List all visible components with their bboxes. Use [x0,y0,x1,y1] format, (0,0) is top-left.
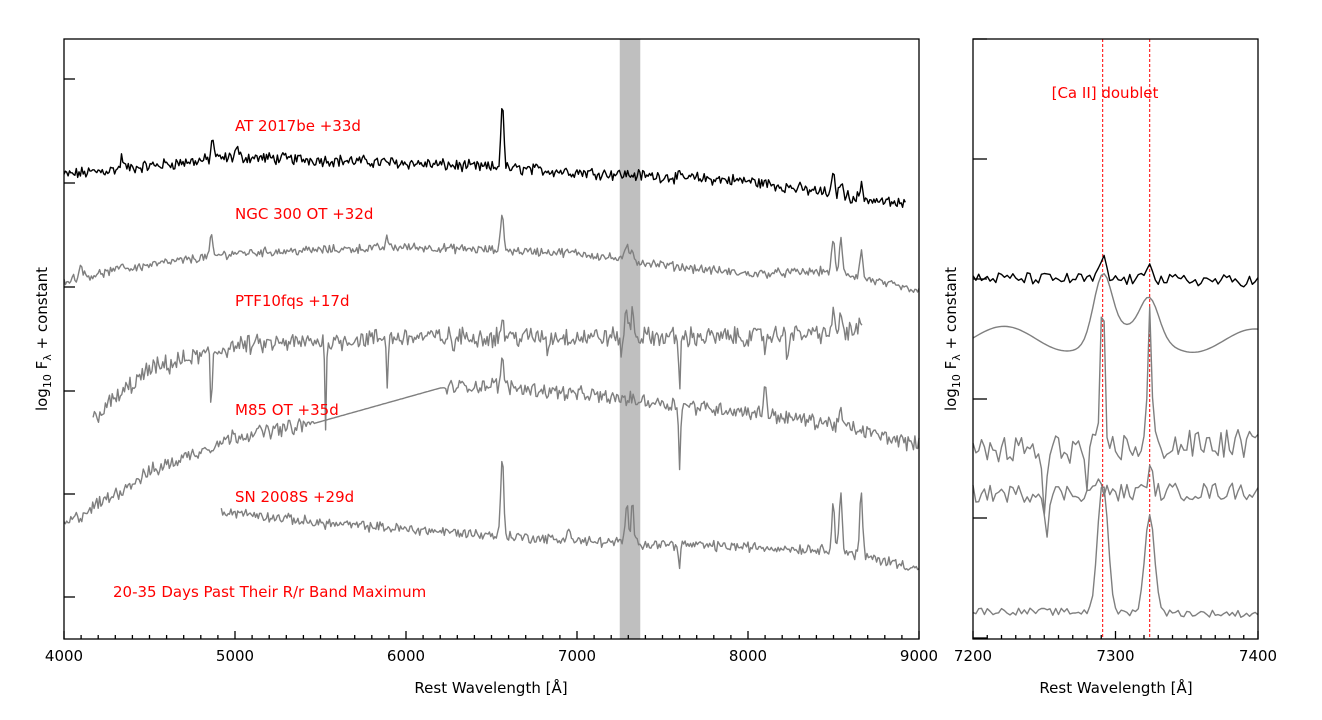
left-series-label-2: PTF10fqs +17d [235,292,350,310]
right-series-3 [972,464,1259,538]
right-axes-frame [972,38,1259,640]
left-y-axis-label: log10 Fλ + constant [33,267,54,411]
left-series-1 [63,214,920,293]
left-series-label-3: M85 OT +35d [235,401,339,419]
left-x-tick-label-1: 5000 [216,647,254,665]
right-x-tick-label-2: 7400 [1239,647,1277,665]
left-series-3 [63,357,920,525]
shaded-ca-ii-band [619,39,641,639]
left-series-label-0: AT 2017be +33d [235,117,361,135]
left-x-tick-label-3: 7000 [558,647,596,665]
left-x-ticks: 4000 5000 6000 7000 8000 9000 [45,631,938,665]
left-series-group [63,108,920,571]
left-series-2 [92,306,863,431]
right-vertical-lines [1102,39,1151,639]
right-x-axis-label: Rest Wavelength [Å] [1039,678,1192,697]
right-series-1 [972,273,1259,353]
left-spectra-panel: 4000 5000 6000 7000 8000 9000 AT 2017be +33d N… [33,38,938,697]
right-series-group [972,254,1259,618]
left-series-label-4: SN 2008S +29d [235,488,354,506]
left-series-4 [220,460,920,571]
right-series-0 [972,254,1259,288]
left-x-tick-label-4: 8000 [729,647,767,665]
left-y-ticks [64,78,75,598]
right-x-ticks: 7200 7300 7400 [954,631,1277,665]
right-x-tick-label-1: 7300 [1096,647,1134,665]
right-y-axis-label: log10 Fλ + constant [942,267,963,411]
right-doublet-panel: 7200 7300 7400 [Ca II] doublet Rest Wavele… [942,38,1277,697]
left-series-label-1: NGC 300 OT +32d [235,205,373,223]
right-y-ticks [973,38,987,639]
left-x-axis-label: Rest Wavelength [Å] [414,678,567,697]
left-x-tick-label-2: 6000 [387,647,425,665]
left-series-labels: AT 2017be +33d NGC 300 OT +32d PTF10fqs +1… [235,117,373,506]
left-series-0 [63,108,906,208]
left-annotation: 20-35 Days Past Their R/r Band Maximum [113,583,426,601]
right-x-tick-label-0: 7200 [954,647,992,665]
left-x-tick-label-0: 4000 [45,647,83,665]
right-series-4 [972,486,1259,618]
left-x-tick-label-5: 9000 [900,647,938,665]
right-annotation: [Ca II] doublet [1052,84,1159,102]
right-series-2 [972,306,1259,516]
